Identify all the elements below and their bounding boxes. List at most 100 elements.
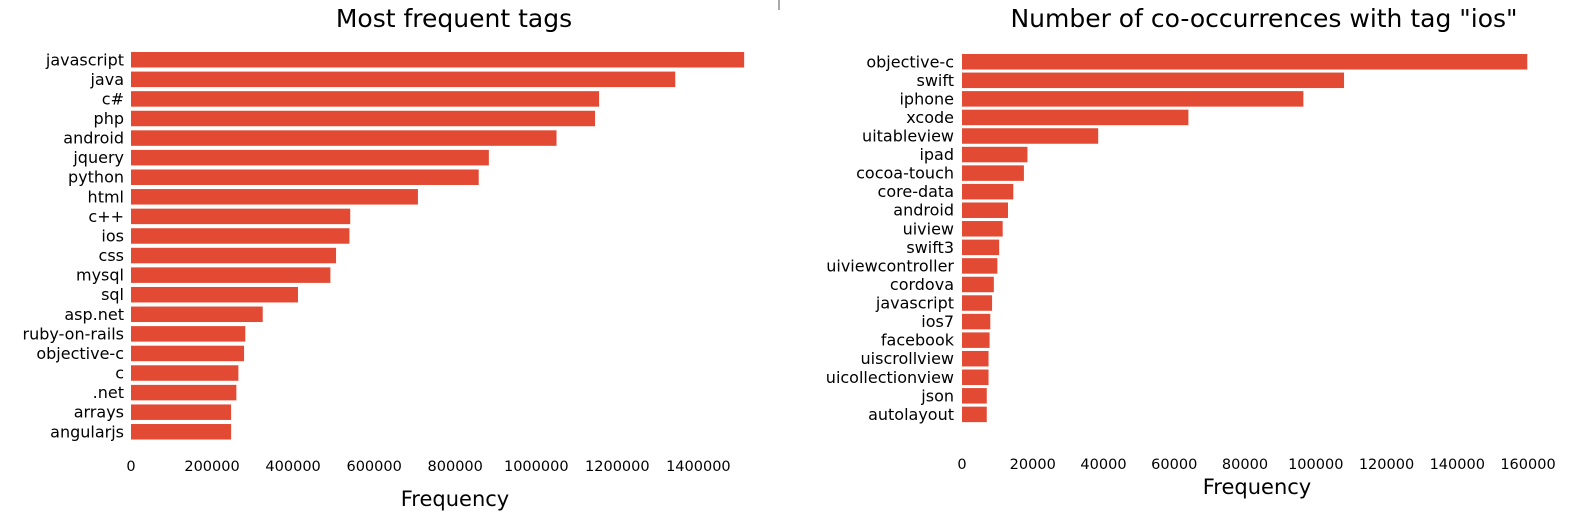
- bar-ios: [131, 228, 350, 244]
- category-label: uitableview: [862, 126, 954, 145]
- category-label: core-data: [878, 182, 954, 201]
- bar-facebook: [962, 332, 990, 348]
- category-label: c++: [88, 207, 124, 226]
- x-tick-label: 100000: [1288, 457, 1343, 473]
- bar-python: [131, 169, 479, 185]
- chart-most-frequent-tags: Most frequent tags javascriptjavac#phpan…: [23, 4, 745, 511]
- bar-iphone: [962, 91, 1304, 107]
- bar-swift3: [962, 239, 1000, 256]
- bar-c++: [131, 208, 351, 225]
- chart-ios-co-occurrences: Number of co-occurrences with tag "ios" …: [826, 4, 1556, 499]
- bar-xcode: [962, 109, 1189, 126]
- category-label: css: [99, 246, 124, 265]
- category-label: uiscrollview: [861, 349, 954, 368]
- bar-.net: [131, 384, 237, 401]
- category-label: uiviewcontroller: [826, 256, 954, 275]
- category-label: ios: [101, 226, 124, 245]
- bar-mysql: [131, 267, 331, 283]
- category-labels: javascriptjavac#phpandroidjquerypythonht…: [23, 50, 124, 441]
- x-tick-label: 1000000: [504, 459, 569, 475]
- category-label: sql: [101, 285, 124, 304]
- x-tick-label: 0: [957, 457, 966, 473]
- chart-title: Number of co-occurrences with tag "ios": [1010, 4, 1517, 33]
- category-label: swift3: [906, 238, 954, 257]
- category-label: cordova: [890, 275, 954, 294]
- category-label: html: [88, 187, 124, 206]
- bar-json: [962, 388, 987, 404]
- x-tick-label: 0: [126, 459, 135, 475]
- bar-objective-c: [131, 345, 245, 362]
- bar-android: [131, 130, 557, 146]
- bar-ipad: [962, 146, 1028, 163]
- bar-javascript: [131, 52, 745, 68]
- category-label: asp.net: [64, 305, 124, 324]
- x-tick-label: 20000: [1010, 457, 1056, 473]
- bar-autolayout: [962, 406, 987, 423]
- category-label: javascript: [875, 294, 954, 313]
- x-tick-label: 140000: [1430, 457, 1485, 473]
- category-label: cocoa-touch: [856, 164, 954, 183]
- x-axis-label: Frequency: [1203, 475, 1312, 499]
- category-label: angularjs: [50, 422, 124, 441]
- bar-java: [131, 71, 676, 88]
- category-label: uicollectionview: [826, 368, 954, 387]
- x-tick-label: 80000: [1222, 457, 1268, 473]
- bar-arrays: [131, 404, 232, 420]
- category-label: c#: [102, 89, 124, 108]
- category-label: python: [68, 168, 124, 187]
- x-tick-label: 400000: [265, 459, 320, 475]
- bar-c#: [131, 91, 600, 107]
- category-label: android: [893, 201, 954, 220]
- category-label: autolayout: [868, 405, 954, 424]
- category-label: java: [89, 70, 124, 89]
- bars: [131, 52, 745, 440]
- bar-android: [962, 202, 1008, 218]
- bar-cocoa-touch: [962, 165, 1024, 181]
- bar-cordova: [962, 276, 994, 293]
- bar-ruby-on-rails: [131, 326, 246, 342]
- bar-core-data: [962, 183, 1014, 200]
- category-label: mysql: [76, 266, 124, 285]
- bar-asp.net: [131, 306, 263, 323]
- bar-uiviewcontroller: [962, 258, 998, 274]
- category-label: php: [94, 109, 124, 128]
- x-tick-label: 60000: [1151, 457, 1197, 473]
- x-tick-label: 600000: [346, 459, 401, 475]
- bar-uiscrollview: [962, 350, 989, 367]
- category-label: objective-c: [866, 52, 954, 71]
- x-tick-labels: 0 200000 400000 600000 800000 1000000 1200000 1…: [126, 459, 730, 475]
- bar-css: [131, 247, 337, 264]
- x-tick-label: 40000: [1080, 457, 1126, 473]
- category-label: c: [115, 364, 124, 383]
- bar-javascript: [962, 295, 993, 311]
- category-label: ipad: [919, 145, 954, 164]
- x-axis-label: Frequency: [401, 487, 510, 511]
- bar-c: [131, 365, 239, 381]
- bar-php: [131, 110, 596, 127]
- category-label: swift: [917, 71, 955, 90]
- x-tick-label: 1200000: [585, 459, 650, 475]
- category-label: iphone: [899, 89, 954, 108]
- category-label: android: [63, 129, 124, 148]
- category-label: arrays: [74, 403, 124, 422]
- bar-jquery: [131, 149, 489, 166]
- category-label: json: [920, 386, 954, 405]
- x-tick-labels: 0 20000 40000 60000 80000 100000 120000 140000 1…: [957, 457, 1555, 473]
- x-tick-label: 120000: [1359, 457, 1414, 473]
- category-label: javascript: [45, 50, 124, 69]
- bar-html: [131, 189, 418, 205]
- bar-sql: [131, 286, 298, 303]
- bar-objective-c: [962, 54, 1528, 70]
- category-label: .net: [93, 383, 124, 402]
- x-tick-label: 160000: [1500, 457, 1555, 473]
- category-label: facebook: [881, 331, 955, 350]
- bar-angularjs: [131, 424, 232, 440]
- category-label: jquery: [72, 148, 124, 167]
- category-label: objective-c: [36, 344, 124, 363]
- x-tick-label: 200000: [184, 459, 239, 475]
- bar-uiview: [962, 221, 1003, 237]
- bar-swift: [962, 72, 1345, 89]
- category-label: uiview: [903, 219, 954, 238]
- category-labels: objective-cswiftiphonexcodeuitableviewip…: [826, 52, 955, 424]
